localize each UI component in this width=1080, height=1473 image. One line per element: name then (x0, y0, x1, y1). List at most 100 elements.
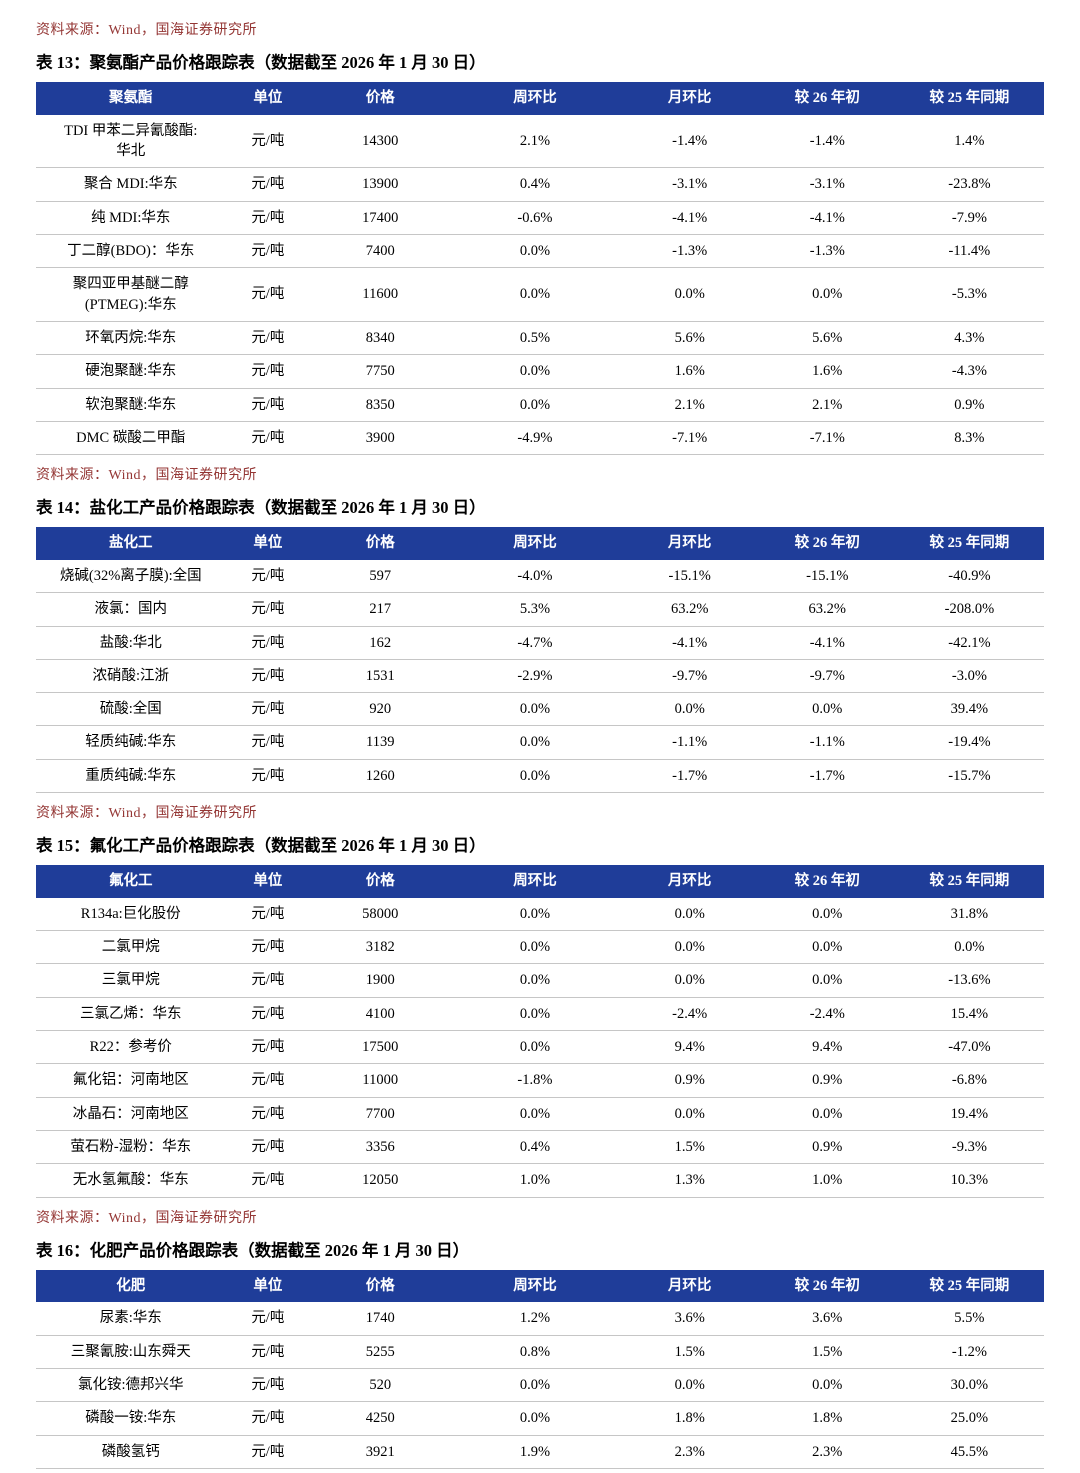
table-cell: 10.3% (894, 1163, 1044, 1198)
table-cell: -1.4% (759, 114, 895, 169)
table-cell: 轻质纯碱:华东 (36, 725, 226, 760)
table-cell: 烧碱(32%离子膜):全国 (36, 559, 226, 594)
table-cell: -4.1% (759, 626, 895, 660)
table-cell: 9.4% (619, 1030, 760, 1065)
price-table-fertilizer: 化肥 单位 价格 周环比 月环比较 26 年初较 25 年同期 尿素:华东 元/吨 1740… (36, 1269, 1044, 1469)
table-cell: 0.0% (759, 897, 895, 932)
table-cell: 元/吨 (225, 592, 311, 627)
table-cell: 0.0% (759, 1097, 895, 1131)
table-cell: 1.8% (619, 1401, 760, 1436)
table-cell: 0.0% (450, 1097, 620, 1131)
table-cell: 2.1% (619, 388, 760, 422)
table-row: 纯 MDI:华东 元/吨 17400 -0.6% -4.1% -4.1% -7.9% (36, 201, 1044, 236)
table-cell: -23.8% (894, 167, 1044, 202)
table-header-cell: 较 25 年同期 (894, 82, 1044, 115)
table-cell: 1.9% (450, 1435, 620, 1469)
table-row: 氯化铵:德邦兴华 元/吨 520 0.0% 0.0% 0.0% 30.0% (36, 1368, 1044, 1403)
table-cell: 15.4% (894, 997, 1044, 1032)
price-table-polyurethane: 聚氨酯 单位 价格 周环比 月环比较 26 年初较 25 年同期 TDI 甲苯二异氰酸酯… (36, 82, 1044, 456)
table-header-cell: 单位 (225, 527, 311, 560)
table-cell: 元/吨 (225, 725, 311, 760)
table-cell: -1.4% (619, 114, 760, 169)
table-header-cell: 月环比 (619, 82, 760, 115)
table-cell: 0.4% (450, 1130, 620, 1165)
table-cell: 1.6% (619, 354, 760, 389)
table-cell: 1260 (310, 759, 451, 794)
table-cell: 元/吨 (225, 1435, 311, 1469)
table-cell: 聚四亚甲基醚二醇 (PTMEG):华东 (36, 267, 226, 322)
table-cell: 浓硝酸:江浙 (36, 659, 226, 694)
table-cell: -4.9% (450, 421, 620, 456)
table-cell: -4.1% (759, 201, 895, 236)
table-cell: 25.0% (894, 1401, 1044, 1436)
table-header-cell: 较 26 年初 (759, 82, 895, 115)
table-row: 冰晶石：河南地区 元/吨 7700 0.0% 0.0% 0.0% 19.4% (36, 1097, 1044, 1131)
table-header-cell: 周环比 (450, 865, 620, 898)
table-cell: 氟化铝：河南地区 (36, 1063, 226, 1098)
table-row: 软泡聚醚:华东 元/吨 8350 0.0% 2.1% 2.1% 0.9% (36, 388, 1044, 422)
table-cell: 7400 (310, 234, 451, 269)
table-row: 丁二醇(BDO)：华东 元/吨 7400 0.0% -1.3% -1.3% -11.4% (36, 234, 1044, 269)
table-cell: 0.0% (450, 692, 620, 727)
table-cell: 环氧丙烷:华东 (36, 321, 226, 356)
table-cell: 0.9% (759, 1063, 895, 1098)
table-cell: 丁二醇(BDO)：华东 (36, 234, 226, 269)
table-cell: 元/吨 (225, 930, 311, 965)
table-14-title: 表 14：盐化工产品价格跟踪表（数据截至 2026 年 1 月 30 日） (36, 498, 486, 518)
table-cell: -1.3% (759, 234, 895, 269)
table-cell: 1.0% (759, 1163, 895, 1198)
table-header-cell: 周环比 (450, 1269, 620, 1303)
table-cell: -15.1% (759, 559, 895, 594)
table-cell: 1.3% (619, 1163, 760, 1198)
table-section-13: 表 13：聚氨酯产品价格跟踪表（数据截至 2026 年 1 月 30 日） 聚氨… (36, 49, 1044, 484)
table-row: 三氯甲烷 元/吨 1900 0.0% 0.0% 0.0% -13.6% (36, 963, 1044, 998)
table-header-cell: 盐化工 (36, 527, 226, 560)
table-row: 重质纯碱:华东 元/吨 1260 0.0% -1.7% -1.7% -15.7% (36, 759, 1044, 794)
table-cell: -7.1% (759, 421, 895, 456)
source-note: 资料来源：Wind，国海证券研究所 (36, 468, 258, 484)
table-header-cell: 单位 (225, 1269, 311, 1303)
table-cell: 14300 (310, 114, 451, 169)
table-cell: 0.0% (619, 1368, 760, 1403)
table-cell: 元/吨 (225, 963, 311, 998)
table-13-title: 表 13：聚氨酯产品价格跟踪表（数据截至 2026 年 1 月 30 日） (36, 53, 486, 72)
table-cell: 磷酸氢钙 (36, 1435, 226, 1469)
table-cell: 162 (310, 626, 451, 660)
table-cell: 0.0% (450, 1368, 620, 1403)
table-cell: 31.8% (894, 897, 1044, 932)
table-header-cell: 氟化工 (36, 865, 226, 898)
table-cell: 元/吨 (225, 897, 311, 932)
table-cell: 1.5% (759, 1335, 895, 1369)
table-cell: 0.0% (759, 692, 895, 727)
table-section-15: 表 15：氟化工产品价格跟踪表（数据截至 2026 年 1 月 30 日） 氟化… (36, 832, 1044, 1227)
source-note-top: 资料来源：Wind，国海证券研究所 (36, 23, 258, 38)
table-cell: -40.9% (894, 559, 1044, 594)
table-header-cell: 周环比 (450, 82, 620, 115)
table-cell: DMC 碳酸二甲酯 (36, 421, 226, 456)
table-row: 磷酸一铵:华东 元/吨 4250 0.0% 1.8% 1.8% 25.0% (36, 1401, 1044, 1436)
table-cell: 0.0% (450, 354, 620, 389)
table-cell: 0.0% (450, 234, 620, 269)
price-table-fluorine-chemical: 氟化工 单位 价格 周环比 月环比较 26 年初较 25 年同期 R134a:巨化股份元… (36, 865, 1044, 1198)
table-cell: 13900 (310, 167, 451, 202)
table-cell: 19.4% (894, 1097, 1044, 1131)
table-cell: 硬泡聚醚:华东 (36, 354, 226, 389)
table-cell: 0.0% (450, 1401, 620, 1436)
table-cell: 0.0% (619, 963, 760, 998)
table-cell: 萤石粉-湿粉：华东 (36, 1130, 226, 1165)
table-cell: 元/吨 (225, 388, 311, 422)
table-cell: 0.0% (619, 897, 760, 932)
table-cell: -4.0% (450, 559, 620, 594)
table-cell: 盐酸:华北 (36, 626, 226, 660)
table-cell: 0.4% (450, 167, 620, 202)
table-cell: 4.3% (894, 321, 1044, 356)
table-cell: 12050 (310, 1163, 451, 1198)
table-cell: 元/吨 (225, 1368, 311, 1403)
table-cell: 39.4% (894, 692, 1044, 727)
table-cell: 元/吨 (225, 1097, 311, 1131)
table-cell: 1.6% (759, 354, 895, 389)
table-cell: 7750 (310, 354, 451, 389)
table-cell: 597 (310, 559, 451, 594)
table-cell: 1.5% (619, 1130, 760, 1165)
table-row: 氟化铝：河南地区 元/吨 11000 -1.8% 0.9% 0.9% -6.8% (36, 1063, 1044, 1098)
